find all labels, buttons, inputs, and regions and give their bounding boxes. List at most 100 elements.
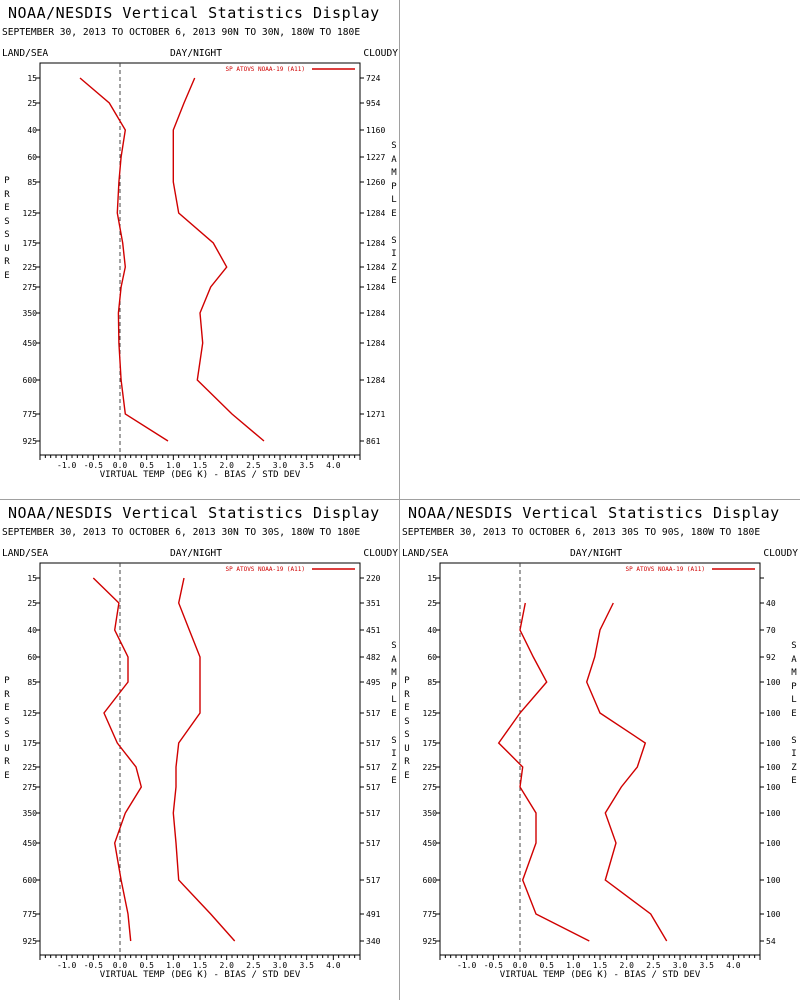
legend-label: SP ATOVS NOAA-19 (A11) bbox=[226, 66, 305, 73]
panel-subtitle: SEPTEMBER 30, 2013 TO OCTOBER 6, 2013 30… bbox=[402, 527, 761, 538]
plot-frame bbox=[439, 562, 761, 956]
axis-label-letter: P bbox=[391, 181, 397, 192]
axis-label-letter: A bbox=[791, 654, 797, 665]
y-tick-label: 775 bbox=[23, 910, 38, 919]
y-tick-label: 15 bbox=[427, 574, 437, 583]
header-land-sea: LAND/SEA bbox=[402, 548, 449, 559]
y-tick-label: 25 bbox=[27, 99, 37, 108]
axis-label-letter: S bbox=[4, 716, 10, 727]
sample-size-value: 100 bbox=[766, 910, 781, 919]
sample-size-value: 100 bbox=[766, 709, 781, 718]
x-tick-label: 1.0 bbox=[566, 961, 581, 970]
y-tick-label: 85 bbox=[427, 678, 437, 687]
y-tick-label: 275 bbox=[23, 783, 38, 792]
y-tick-label: 225 bbox=[23, 263, 38, 272]
axis-label-letter: S bbox=[404, 716, 410, 727]
sample-size-value: 100 bbox=[766, 839, 781, 848]
sample-size-value: 100 bbox=[766, 783, 781, 792]
panel-divider-horizontal bbox=[0, 499, 800, 500]
y-tick-label: 450 bbox=[23, 839, 38, 848]
x-tick-label: 0.5 bbox=[539, 961, 554, 970]
sample-size-value: 451 bbox=[366, 626, 381, 635]
y-tick-label: 600 bbox=[23, 376, 38, 385]
x-tick-label: 2.5 bbox=[246, 961, 261, 970]
sample-size-value: 100 bbox=[766, 739, 781, 748]
y-tick-label: 925 bbox=[423, 937, 438, 946]
axis-label-letter: L bbox=[391, 695, 397, 705]
y-tick-label: 40 bbox=[27, 126, 37, 135]
axis-label-letter: R bbox=[4, 257, 10, 267]
sample-size-value: 100 bbox=[766, 809, 781, 818]
y-tick-label: 25 bbox=[427, 599, 437, 608]
sample-size-value: 861 bbox=[366, 437, 381, 446]
sample-size-value: 517 bbox=[366, 763, 381, 772]
y-tick-label: 450 bbox=[423, 839, 438, 848]
axis-label-letter: P bbox=[4, 676, 10, 686]
sample-size-value: 100 bbox=[766, 876, 781, 885]
chart-panel-tropics: NOAA/NESDIS Vertical Statistics Display … bbox=[0, 500, 400, 1000]
x-tick-label: -1.0 bbox=[57, 961, 76, 970]
axis-label-letter: S bbox=[4, 230, 10, 240]
y-tick-label: 275 bbox=[23, 283, 38, 292]
chart-panel-north: NOAA/NESDIS Vertical Statistics Display … bbox=[0, 0, 400, 500]
axis-label-letter: E bbox=[391, 208, 397, 219]
plot-area: -1.0 -0.5 0.0 0.5 1.0 1.5 2.0 2.5 3.0 3.5 4.0 VIRTU… bbox=[23, 62, 385, 480]
sample-size-value: 482 bbox=[366, 653, 381, 662]
axis-label-letter: M bbox=[791, 668, 797, 678]
axis-label-letter: E bbox=[791, 708, 797, 719]
x-tick-label: -0.5 bbox=[84, 961, 103, 970]
axis-label-letter: S bbox=[391, 641, 397, 651]
axis-label-letter: I bbox=[391, 749, 397, 759]
y-tick-label: 275 bbox=[423, 783, 438, 792]
x-tick-label: 3.5 bbox=[699, 961, 714, 970]
sample-size-value: 100 bbox=[766, 763, 781, 772]
sample-size-value: 1284 bbox=[366, 376, 385, 385]
panel-title: NOAA/NESDIS Vertical Statistics Display bbox=[8, 504, 380, 522]
y-tick-label: 225 bbox=[23, 763, 38, 772]
axis-label-letter: R bbox=[4, 757, 10, 767]
sample-size-value: 954 bbox=[366, 99, 381, 108]
x-tick-label: 0.0 bbox=[513, 961, 528, 970]
axis-label-letter: M bbox=[391, 668, 397, 678]
axis-label-letter: Z bbox=[791, 762, 797, 773]
axis-label-letter: Z bbox=[391, 262, 397, 273]
y-tick-label: 350 bbox=[423, 809, 438, 818]
legend-label: SP ATOVS NOAA-19 (A11) bbox=[626, 566, 705, 573]
sample-size-value: 517 bbox=[366, 876, 381, 885]
x-tick-label: 4.0 bbox=[726, 961, 741, 970]
series-line-bias bbox=[92, 577, 143, 942]
header-land-sea: LAND/SEA bbox=[2, 48, 49, 59]
axis-label-letter: E bbox=[4, 703, 10, 713]
header-land-sea: LAND/SEA bbox=[2, 548, 49, 559]
axis-label-letter: E bbox=[391, 776, 397, 786]
axis-label-letter: P bbox=[404, 676, 410, 686]
x-tick-label: 1.5 bbox=[193, 961, 208, 970]
panel-divider-vertical bbox=[399, 0, 400, 1000]
header-day-night: DAY/NIGHT bbox=[570, 548, 622, 559]
x-axis-label: VIRTUAL TEMP (DEG K) - BIAS / STD DEV bbox=[500, 970, 701, 980]
axis-label-letter: S bbox=[791, 641, 797, 651]
y-tick-label: 775 bbox=[423, 910, 438, 919]
y-tick-label: 175 bbox=[23, 239, 38, 248]
header-cloudy: CLOUDY bbox=[363, 548, 398, 559]
axis-label-letter: M bbox=[391, 168, 397, 178]
sample-size-value: 340 bbox=[366, 937, 381, 946]
series-line-std-dev bbox=[172, 577, 236, 942]
axis-label-letter: S bbox=[391, 735, 397, 746]
x-tick-label: 3.0 bbox=[673, 961, 688, 970]
y-tick-label: 175 bbox=[23, 739, 38, 748]
panel-subtitle: SEPTEMBER 30, 2013 TO OCTOBER 6, 2013 90… bbox=[2, 27, 361, 38]
sample-size-value: 92 bbox=[766, 653, 776, 662]
axis-label-letter: E bbox=[4, 270, 10, 281]
axis-label-letter: L bbox=[791, 695, 797, 705]
x-tick-label: 4.0 bbox=[326, 461, 341, 470]
series-line-bias bbox=[79, 77, 169, 442]
axis-label-letter: R bbox=[404, 757, 410, 767]
x-tick-label: 0.5 bbox=[139, 461, 154, 470]
plot-frame bbox=[39, 562, 361, 956]
x-tick-label: 2.5 bbox=[646, 961, 661, 970]
y-tick-label: 450 bbox=[23, 339, 38, 348]
x-tick-label: 0.5 bbox=[139, 961, 154, 970]
sample-size-value: 70 bbox=[766, 626, 776, 635]
